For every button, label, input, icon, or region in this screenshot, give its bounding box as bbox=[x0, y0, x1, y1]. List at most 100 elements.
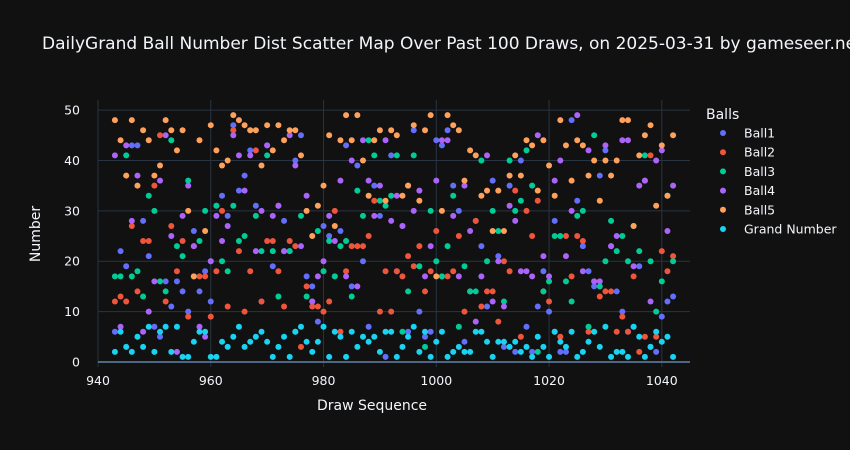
data-point bbox=[185, 177, 192, 184]
data-point bbox=[523, 207, 530, 214]
data-point bbox=[529, 273, 536, 280]
data-point bbox=[670, 253, 677, 260]
data-point bbox=[151, 172, 158, 179]
data-point bbox=[331, 273, 338, 280]
data-point bbox=[140, 127, 147, 134]
data-point bbox=[365, 338, 372, 345]
data-point bbox=[128, 117, 135, 124]
data-point bbox=[157, 132, 164, 139]
data-point bbox=[326, 233, 333, 240]
data-point bbox=[326, 238, 333, 245]
data-point bbox=[455, 127, 462, 134]
data-point bbox=[376, 212, 383, 219]
data-point bbox=[224, 343, 231, 350]
data-points bbox=[111, 112, 677, 360]
data-point bbox=[613, 248, 620, 255]
data-point bbox=[438, 328, 445, 335]
data-point bbox=[365, 323, 372, 330]
data-point bbox=[258, 207, 265, 214]
data-point bbox=[168, 303, 175, 310]
data-point bbox=[630, 263, 637, 270]
data-point bbox=[422, 127, 429, 134]
data-point bbox=[365, 192, 372, 199]
data-point bbox=[140, 343, 147, 350]
data-point bbox=[314, 202, 321, 209]
data-point bbox=[399, 192, 406, 199]
data-point bbox=[585, 323, 592, 330]
data-point bbox=[484, 288, 491, 295]
data-point bbox=[162, 278, 169, 285]
data-point bbox=[450, 182, 457, 189]
data-point bbox=[489, 177, 496, 184]
data-point bbox=[591, 283, 598, 290]
data-point bbox=[602, 157, 609, 164]
data-point bbox=[427, 112, 434, 119]
x-tick-label: 940 bbox=[86, 373, 110, 388]
data-point bbox=[286, 248, 293, 255]
data-point bbox=[619, 348, 626, 355]
data-point bbox=[207, 298, 214, 305]
data-point bbox=[484, 303, 491, 310]
data-point bbox=[410, 127, 417, 134]
data-point bbox=[388, 217, 395, 224]
data-point bbox=[179, 353, 186, 360]
data-point bbox=[320, 323, 327, 330]
data-point bbox=[343, 353, 350, 360]
data-point bbox=[489, 227, 496, 234]
data-point bbox=[185, 308, 192, 315]
data-point bbox=[196, 328, 203, 335]
data-point bbox=[376, 348, 383, 355]
data-point bbox=[500, 303, 507, 310]
data-point bbox=[489, 298, 496, 305]
data-point bbox=[241, 187, 248, 194]
data-point bbox=[405, 253, 412, 260]
data-point bbox=[117, 293, 124, 300]
data-point bbox=[314, 303, 321, 310]
data-point bbox=[653, 308, 660, 315]
data-point bbox=[495, 227, 502, 234]
data-point bbox=[467, 227, 474, 234]
data-point bbox=[365, 177, 372, 184]
data-point bbox=[196, 288, 203, 295]
data-point bbox=[348, 137, 355, 144]
data-point bbox=[472, 318, 479, 325]
data-point bbox=[658, 313, 665, 320]
legend-marker bbox=[720, 226, 726, 232]
data-point bbox=[596, 283, 603, 290]
data-point bbox=[619, 117, 626, 124]
legend-item: Ball1 bbox=[744, 126, 775, 141]
data-point bbox=[438, 273, 445, 280]
data-point bbox=[371, 152, 378, 159]
data-point bbox=[529, 182, 536, 189]
data-point bbox=[641, 132, 648, 139]
x-tick-label: 1040 bbox=[646, 373, 678, 388]
data-point bbox=[157, 333, 164, 340]
data-point bbox=[399, 328, 406, 335]
data-point bbox=[653, 328, 660, 335]
data-point bbox=[529, 353, 536, 360]
data-point bbox=[647, 122, 654, 129]
data-point bbox=[326, 353, 333, 360]
data-point bbox=[371, 137, 378, 144]
data-point bbox=[658, 278, 665, 285]
data-point bbox=[388, 308, 395, 315]
data-point bbox=[151, 323, 158, 330]
data-point bbox=[213, 147, 220, 154]
data-point bbox=[619, 308, 626, 315]
data-point bbox=[500, 338, 507, 345]
data-point bbox=[235, 248, 242, 255]
data-point bbox=[608, 288, 615, 295]
data-point bbox=[670, 293, 677, 300]
data-point bbox=[427, 353, 434, 360]
data-point bbox=[151, 207, 158, 214]
data-point bbox=[348, 243, 355, 250]
data-point bbox=[467, 147, 474, 154]
data-point bbox=[506, 268, 513, 275]
data-point bbox=[455, 343, 462, 350]
data-point bbox=[551, 177, 558, 184]
data-point bbox=[179, 288, 186, 295]
data-point bbox=[111, 348, 118, 355]
data-point bbox=[117, 273, 124, 280]
data-point bbox=[405, 333, 412, 340]
data-point bbox=[134, 182, 141, 189]
